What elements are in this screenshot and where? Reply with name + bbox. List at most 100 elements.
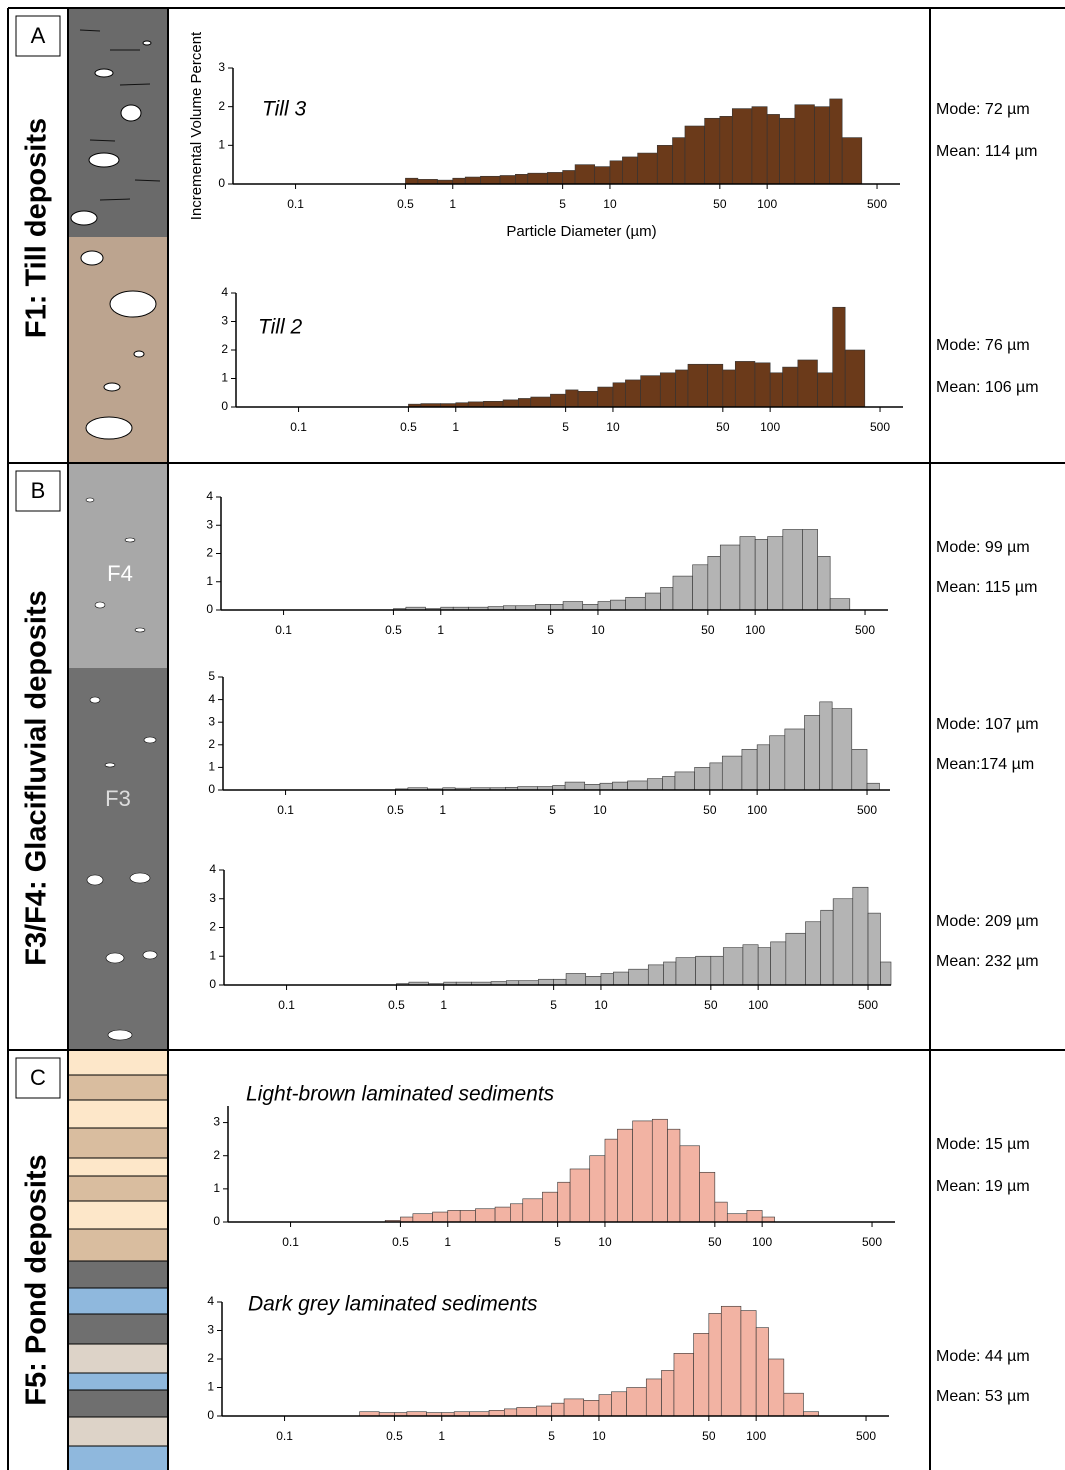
x-tick-label: 1 bbox=[439, 803, 446, 817]
stat-annotation: Mode: 209 µm bbox=[936, 913, 1039, 930]
bar bbox=[769, 735, 786, 791]
stat-annotation: Mean: 106 µm bbox=[936, 379, 1039, 396]
bar bbox=[785, 932, 806, 986]
bar bbox=[817, 372, 834, 408]
bar bbox=[770, 941, 787, 986]
bar bbox=[510, 1203, 524, 1223]
section-title: F5: Pond deposits bbox=[21, 1154, 53, 1405]
x-tick-label: 100 bbox=[747, 803, 767, 817]
bar bbox=[557, 1181, 571, 1223]
bar bbox=[405, 177, 419, 185]
strata-till3 bbox=[68, 8, 168, 237]
bar bbox=[672, 575, 693, 611]
x-tick-label: 100 bbox=[746, 1429, 766, 1443]
bar bbox=[597, 601, 611, 611]
x-tick-label: 50 bbox=[702, 1429, 716, 1443]
stat-annotation: Mode: 15 µm bbox=[936, 1136, 1030, 1153]
bar bbox=[829, 98, 843, 185]
x-tick-label: 50 bbox=[713, 197, 727, 211]
y-tick-label: 5 bbox=[208, 669, 215, 683]
bar bbox=[475, 1208, 496, 1223]
bar bbox=[707, 363, 724, 408]
bar bbox=[447, 1210, 461, 1223]
bar bbox=[782, 366, 799, 408]
y-tick-label: 4 bbox=[209, 862, 216, 876]
bar bbox=[550, 393, 566, 408]
bar bbox=[494, 1206, 511, 1223]
y-tick-label: 3 bbox=[206, 517, 213, 531]
panel-label-box bbox=[15, 15, 61, 57]
stat-annotation: Mean: 115 µm bbox=[936, 579, 1037, 596]
x-tick-label: 1 bbox=[449, 197, 456, 211]
bar bbox=[802, 529, 819, 611]
bar bbox=[719, 544, 741, 611]
x-tick-label: 0.1 bbox=[276, 1429, 293, 1443]
bar bbox=[709, 762, 723, 791]
bar bbox=[746, 1210, 763, 1223]
bar bbox=[467, 401, 484, 408]
bar bbox=[782, 529, 803, 611]
x-tick-label: 10 bbox=[606, 420, 620, 434]
panel-label: A bbox=[31, 23, 46, 48]
x-tick-label: 500 bbox=[858, 998, 878, 1012]
bar bbox=[626, 1387, 647, 1417]
x-tick-label: 1 bbox=[444, 1235, 451, 1249]
y-tick-label: 4 bbox=[206, 489, 213, 503]
x-tick-label: 5 bbox=[554, 1235, 561, 1249]
bar bbox=[522, 1198, 543, 1223]
stat-annotation: Mean: 19 µm bbox=[936, 1178, 1030, 1195]
bar bbox=[768, 1358, 785, 1417]
bar bbox=[516, 1407, 537, 1417]
x-tick-label: 1 bbox=[437, 623, 444, 637]
x-tick-label: 0.1 bbox=[275, 623, 292, 637]
bar bbox=[569, 1168, 591, 1223]
unit-label: F4 bbox=[107, 561, 133, 586]
x-tick-label: 0.1 bbox=[277, 803, 294, 817]
bar bbox=[675, 369, 689, 408]
x-tick-label: 500 bbox=[867, 197, 887, 211]
bar bbox=[647, 964, 664, 986]
bar bbox=[742, 944, 759, 986]
bar bbox=[538, 978, 554, 986]
x-tick-label: 500 bbox=[855, 623, 875, 637]
bar bbox=[551, 1402, 565, 1417]
bar bbox=[613, 971, 629, 986]
chart-title: Light-brown laminated sediments bbox=[246, 1083, 555, 1106]
bar bbox=[766, 114, 780, 185]
x-tick-label: 500 bbox=[870, 420, 890, 434]
x-tick-label: 0.5 bbox=[386, 1429, 403, 1443]
bar bbox=[755, 1327, 769, 1417]
x-tick-label: 100 bbox=[745, 623, 765, 637]
bar bbox=[610, 599, 626, 611]
bar bbox=[530, 396, 551, 408]
y-tick-label: 2 bbox=[209, 920, 216, 934]
bar bbox=[751, 106, 768, 185]
bar bbox=[577, 391, 599, 408]
panel-label-box bbox=[15, 470, 61, 512]
x-tick-label: 0.5 bbox=[388, 998, 405, 1012]
clasts bbox=[70, 40, 157, 440]
bar bbox=[757, 947, 771, 986]
bar bbox=[459, 1210, 476, 1223]
bar bbox=[565, 973, 587, 986]
bar bbox=[598, 1394, 612, 1417]
stat-annotation: Mode: 72 µm bbox=[936, 101, 1030, 118]
bar bbox=[574, 164, 596, 185]
x-tick-label: 10 bbox=[592, 1429, 606, 1443]
x-tick-label: 50 bbox=[716, 420, 730, 434]
y-tick-label: 0 bbox=[213, 1214, 220, 1228]
y-axis-label: Incremental Volume Percent bbox=[188, 31, 205, 220]
bar bbox=[617, 1128, 633, 1223]
y-tick-label: 3 bbox=[213, 1115, 220, 1129]
bar bbox=[480, 175, 501, 185]
bar bbox=[535, 604, 551, 611]
y-tick-label: 0 bbox=[221, 399, 228, 413]
bar bbox=[564, 781, 586, 791]
x-tick-label: 1 bbox=[440, 998, 447, 1012]
bar bbox=[710, 955, 724, 986]
bar bbox=[714, 1201, 728, 1223]
bar bbox=[656, 145, 673, 185]
x-tick-label: 10 bbox=[593, 803, 607, 817]
bar bbox=[611, 1391, 627, 1417]
bar bbox=[627, 780, 648, 791]
